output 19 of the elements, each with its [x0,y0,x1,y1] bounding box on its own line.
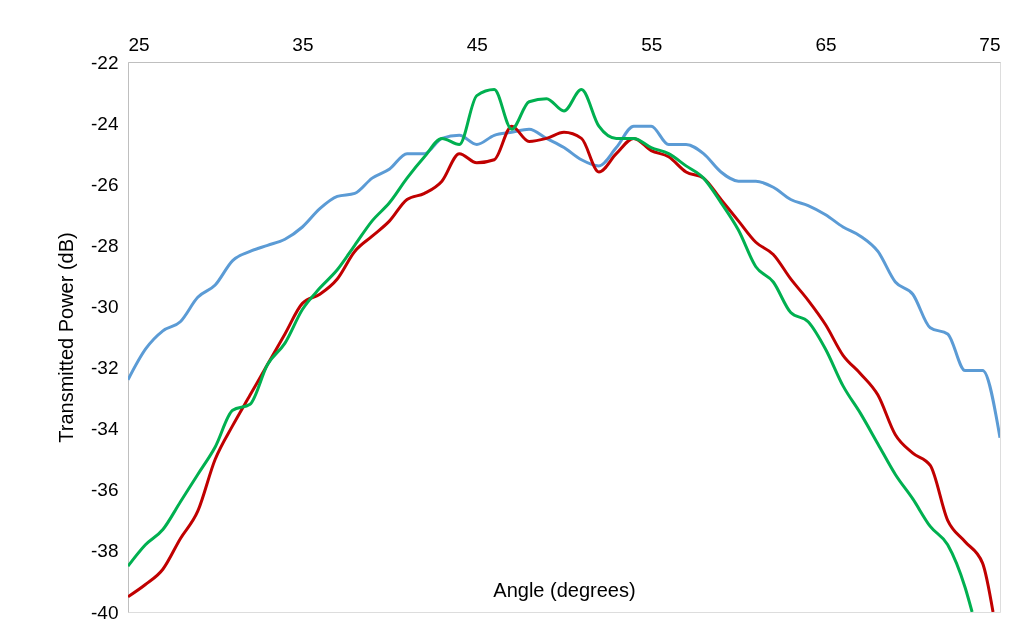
line-series [128,124,1000,440]
y-tick-label: -28 [91,234,119,256]
x-tick-label: 65 [815,33,837,55]
x-tick-label: 35 [292,33,314,55]
y-tick-label: -30 [91,295,119,317]
x-axis-title: Angle (degrees) [493,578,636,601]
y-tick-label: -26 [91,173,119,195]
y-tick-label: -34 [91,418,119,440]
x-tick-label: 25 [128,33,150,55]
x-tick-label: 55 [641,33,663,55]
y-tick-label: -40 [91,601,119,623]
x-tick-label: 75 [979,33,1001,55]
y-tick-label: -38 [91,540,119,562]
y-tick-label: -22 [91,51,119,73]
y-tick-label: -32 [91,357,119,379]
y-axis-title: Transmitted Power (dB) [55,232,78,443]
y-tick-label: -24 [91,112,119,134]
x-tick-label: 45 [466,33,488,55]
y-tick-label: -36 [91,479,119,501]
